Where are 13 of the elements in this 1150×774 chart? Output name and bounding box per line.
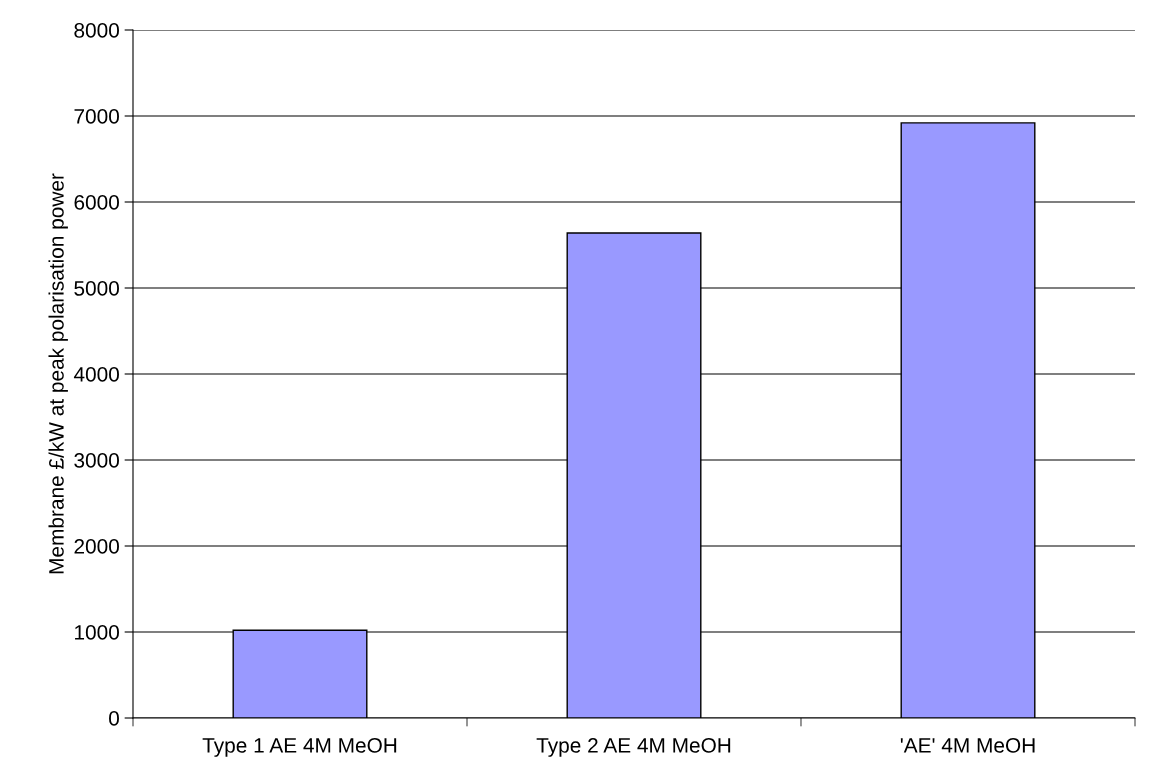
y-tick-label: 7000 xyxy=(74,109,119,124)
x-tick-label: Type 2 AE 4M MeOH xyxy=(536,737,731,757)
y-tick-label: 1000 xyxy=(75,625,119,640)
y-tick-label: 8000 xyxy=(74,23,119,38)
y-tick-label: 6000 xyxy=(74,195,119,210)
y-tick-label: 3000 xyxy=(74,453,119,468)
y-axis-title: Membrane £/kW at peak polarisation power xyxy=(48,173,68,574)
y-tick-label: 5000 xyxy=(74,281,119,296)
y-tick-label: 4000 xyxy=(73,367,119,382)
x-tick-label: Type 1 AE 4M MeOH xyxy=(202,737,397,757)
y-tick-label: 2000 xyxy=(74,539,119,554)
y-tick-label: 0 xyxy=(109,711,119,726)
x-tick-label: 'AE' 4M MeOH xyxy=(900,737,1035,753)
